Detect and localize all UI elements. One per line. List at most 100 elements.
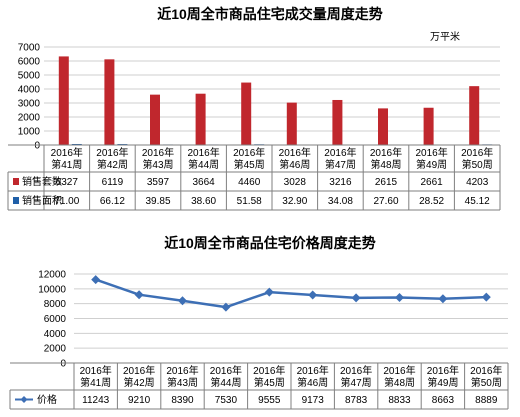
- category-label: 2016年: [96, 146, 128, 159]
- category-label: 2016年: [253, 364, 285, 377]
- y-tick-label: 4000: [44, 329, 67, 340]
- data-label: 8889: [475, 395, 498, 406]
- category-label: 2016年: [370, 146, 402, 159]
- category-label: 第47周: [325, 158, 356, 171]
- data-label: 3597: [147, 177, 170, 188]
- price-point: [438, 294, 448, 304]
- category-label: 2016年: [297, 364, 329, 377]
- volume-data-table: 2016年第41周2016年第42周2016年第43周2016年第44周2016…: [7, 144, 501, 211]
- category-label: 2016年: [340, 364, 372, 377]
- y-tick-label: 7000: [18, 43, 41, 54]
- data-label: 9555: [258, 395, 281, 406]
- price-line: [95, 278, 487, 309]
- category-label: 第43周: [167, 376, 198, 389]
- volume-gridlines: [44, 46, 500, 146]
- data-label: 9173: [302, 395, 325, 406]
- data-label: 4460: [238, 177, 261, 188]
- category-label: 第41周: [80, 376, 111, 389]
- data-label: 27.60: [373, 196, 398, 207]
- bar-销售套数: [104, 59, 115, 145]
- category-label: 第44周: [188, 158, 219, 171]
- data-label: 32.90: [282, 196, 307, 207]
- bar-销售套数: [286, 102, 297, 145]
- category-label: 2016年: [279, 146, 311, 159]
- volume-chart-title: 近10周全市商品住宅成交量周度走势: [157, 6, 383, 22]
- data-label: 28.52: [419, 196, 444, 207]
- y-tick-label: 5000: [18, 71, 41, 82]
- price-point: [91, 275, 101, 285]
- legend-label: 销售面积: [22, 194, 62, 207]
- data-label: 66.12: [100, 196, 125, 207]
- price-point: [221, 302, 231, 312]
- category-label: 第41周: [51, 158, 82, 171]
- data-label: 39.85: [145, 196, 170, 207]
- data-label: 8663: [432, 395, 455, 406]
- legend-label: 价格: [37, 393, 57, 406]
- price-chart: 近10周全市商品住宅价格周度走势 0 2000 4000 6000 8000 10000 1…: [9, 235, 509, 410]
- volume-bars: [58, 56, 493, 146]
- bar-销售套数: [58, 56, 69, 146]
- category-label: 第48周: [370, 158, 401, 171]
- category-label: 2016年: [470, 364, 502, 377]
- volume-unit-label: 万平米: [430, 30, 460, 43]
- category-label: 第46周: [279, 158, 310, 171]
- y-tick-label: 12000: [38, 270, 66, 281]
- price-point: [351, 293, 361, 303]
- data-label: 7530: [215, 395, 238, 406]
- y-tick-label: 10000: [38, 284, 66, 295]
- data-label: 3028: [284, 177, 307, 188]
- data-label: 2661: [420, 177, 443, 188]
- price-chart-title: 近10周全市商品住宅价格周度走势: [164, 235, 376, 251]
- category-label: 第45周: [234, 158, 265, 171]
- category-label: 2016年: [166, 364, 198, 377]
- price-point: [264, 287, 274, 297]
- bar-销售套数: [423, 107, 434, 145]
- price-y-axis: 0 2000 4000 6000 8000 10000 12000: [38, 270, 66, 370]
- category-label: 第49周: [427, 376, 458, 389]
- category-label: 第44周: [210, 376, 241, 389]
- data-label: 6119: [102, 177, 124, 188]
- data-label: 8390: [171, 395, 194, 406]
- category-label: 第46周: [297, 376, 328, 389]
- category-label: 2016年: [383, 364, 415, 377]
- category-label: 2016年: [324, 146, 356, 159]
- category-label: 第48周: [384, 376, 415, 389]
- price-point: [134, 290, 144, 300]
- data-label: 45.12: [465, 196, 490, 207]
- price-point: [481, 292, 491, 302]
- category-label: 2016年: [210, 364, 242, 377]
- category-label: 第50周: [462, 158, 493, 171]
- data-label: 51.58: [237, 196, 262, 207]
- category-label: 第45周: [254, 376, 285, 389]
- data-label: 6327: [56, 177, 79, 188]
- category-label: 2016年: [123, 364, 155, 377]
- category-label: 第49周: [416, 158, 447, 171]
- data-label: 34.08: [328, 196, 353, 207]
- y-tick-label: 8000: [44, 299, 67, 310]
- price-point: [395, 292, 404, 302]
- bar-销售套数: [150, 94, 160, 145]
- category-label: 2016年: [187, 146, 219, 159]
- y-tick-label: 2000: [18, 113, 41, 124]
- legend-marker-swatch: [20, 396, 28, 403]
- legend-swatch-销售套数: [13, 178, 19, 185]
- price-data-table: 2016年第41周2016年第42周2016年第43周2016年第44周2016…: [9, 362, 509, 410]
- data-label: 2615: [375, 177, 398, 188]
- price-line-series: [91, 275, 491, 312]
- data-label: 71.00: [54, 196, 79, 207]
- price-point: [178, 296, 187, 306]
- data-label: 3664: [192, 177, 215, 188]
- y-tick-label: 0: [60, 359, 66, 370]
- legend-label: 销售套数: [22, 175, 62, 188]
- y-tick-label: 1000: [18, 127, 41, 138]
- bar-销售套数: [241, 82, 252, 145]
- bar-销售套数: [469, 86, 480, 145]
- volume-y-axis: 0 1000 2000 3000 4000 5000 6000 7000: [18, 43, 41, 152]
- category-label: 2016年: [142, 146, 174, 159]
- bar-销售套数: [332, 99, 343, 145]
- data-label: 38.60: [191, 196, 216, 207]
- price-gridlines: [74, 273, 508, 364]
- y-tick-label: 3000: [18, 99, 41, 110]
- data-label: 4203: [466, 177, 489, 188]
- y-tick-label: 0: [34, 141, 40, 152]
